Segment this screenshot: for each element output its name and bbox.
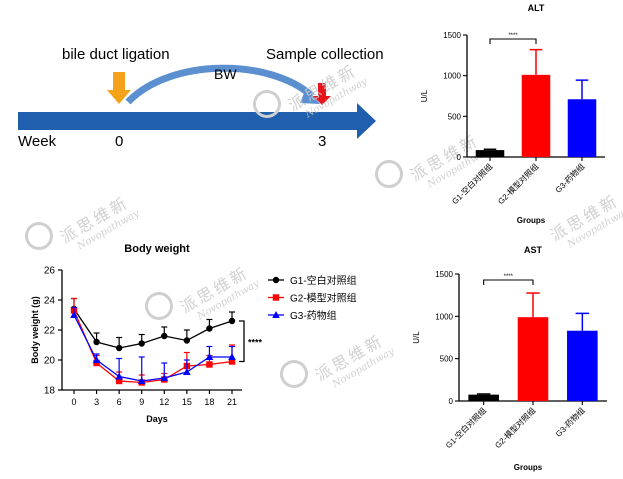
ligation-marker-icon bbox=[107, 72, 131, 104]
data-point bbox=[138, 340, 145, 347]
y-tick-label: 1000 bbox=[435, 312, 453, 321]
bar bbox=[475, 150, 505, 157]
legend-label: G1-空白对照组 bbox=[290, 274, 357, 287]
x-tick-label: 6 bbox=[117, 397, 122, 407]
data-point bbox=[115, 344, 123, 352]
x-tick-label: G1-空白对照组 bbox=[443, 405, 488, 450]
x-axis-label: Groups bbox=[517, 216, 546, 225]
data-point bbox=[228, 317, 236, 325]
x-tick-label: 18 bbox=[204, 397, 214, 407]
label-bile-duct-ligation: bile duct ligation bbox=[62, 46, 170, 63]
label-bw: BW bbox=[214, 66, 237, 82]
data-point bbox=[272, 311, 280, 318]
bar bbox=[567, 330, 598, 401]
x-tick-label: G3-药物组 bbox=[553, 405, 586, 438]
y-tick-label: 22 bbox=[44, 326, 56, 337]
data-point bbox=[183, 368, 191, 375]
y-axis-label: Body weight (g) bbox=[30, 296, 40, 364]
label-week: Week bbox=[18, 133, 57, 150]
x-tick-label: G2-模型对照组 bbox=[496, 161, 541, 206]
data-point bbox=[70, 311, 78, 318]
chart-title: ALT bbox=[528, 3, 545, 13]
y-tick-label: 500 bbox=[440, 355, 454, 364]
data-point bbox=[272, 276, 280, 284]
significance-bracket bbox=[489, 38, 537, 44]
legend-label: G2-模型对照组 bbox=[290, 292, 357, 305]
series-line bbox=[73, 310, 233, 384]
data-point bbox=[206, 325, 213, 332]
bar bbox=[567, 99, 597, 157]
data-point bbox=[115, 377, 123, 385]
ast-chart: AST 0 500 1000 1500 U/L G1-空白对照组 G2-模型对照组 G3-药物组… bbox=[412, 245, 607, 472]
data-point bbox=[115, 372, 123, 380]
y-tick-label: 500 bbox=[448, 112, 462, 121]
timeline-arrow bbox=[18, 103, 376, 139]
x-tick-label: 0 bbox=[71, 397, 76, 407]
label-week-3: 3 bbox=[318, 133, 327, 150]
significance-label: **** bbox=[504, 274, 514, 280]
label-week-0: 0 bbox=[115, 133, 124, 150]
data-point bbox=[206, 361, 213, 368]
x-tick-label: 3 bbox=[94, 397, 99, 407]
y-tick-label: 24 bbox=[44, 296, 56, 307]
x-tick-label: G2-模型对照组 bbox=[493, 405, 538, 450]
y-tick-label: 0 bbox=[449, 397, 454, 406]
significance-label: **** bbox=[248, 337, 263, 347]
chart-title: AST bbox=[524, 245, 543, 255]
legend-label: G3-药物组 bbox=[290, 309, 337, 322]
x-tick-label: 12 bbox=[159, 397, 169, 407]
data-point bbox=[92, 356, 101, 363]
data-point bbox=[93, 338, 100, 346]
data-point bbox=[161, 332, 168, 340]
x-axis-label: Days bbox=[146, 414, 168, 424]
data-point bbox=[228, 358, 236, 365]
body-weight-chart: Body weight 18 20 22 24 26 0 3 6 9 12 15 18 21 Days Bod… bbox=[30, 243, 357, 424]
bw-curve-arrowhead bbox=[300, 88, 320, 104]
y-tick-label: 18 bbox=[44, 386, 56, 397]
y-tick-label: 20 bbox=[44, 356, 56, 367]
timeline-graphic bbox=[18, 64, 376, 139]
data-point bbox=[228, 353, 236, 360]
bw-curve-arrow bbox=[125, 64, 315, 105]
data-point bbox=[205, 353, 214, 360]
series-line bbox=[73, 314, 232, 382]
y-tick-label: 26 bbox=[44, 266, 56, 277]
significance-label: **** bbox=[508, 33, 518, 39]
bar bbox=[521, 74, 551, 157]
y-axis-label: U/L bbox=[412, 331, 421, 344]
x-tick-label: 21 bbox=[227, 397, 237, 407]
collection-marker-icon bbox=[313, 83, 331, 105]
significance-bracket bbox=[239, 320, 245, 363]
y-tick-label: 0 bbox=[457, 153, 462, 162]
x-tick-label: 15 bbox=[182, 397, 192, 407]
significance-bracket bbox=[483, 279, 534, 285]
data-point bbox=[160, 374, 169, 381]
data-point bbox=[272, 294, 280, 301]
series-line bbox=[73, 308, 233, 349]
x-tick-label: G3-药物组 bbox=[553, 161, 586, 194]
chart-title: Body weight bbox=[124, 243, 190, 255]
x-tick-label: G1-空白对照组 bbox=[450, 161, 495, 206]
y-tick-label: 1000 bbox=[443, 72, 461, 81]
x-axis-label: Groups bbox=[514, 463, 543, 472]
y-tick-label: 1500 bbox=[443, 31, 461, 40]
x-tick-label: 9 bbox=[139, 397, 144, 407]
data-point bbox=[183, 337, 191, 344]
bar bbox=[517, 317, 549, 401]
bar bbox=[468, 394, 499, 401]
y-tick-label: 1500 bbox=[435, 270, 453, 279]
label-sample-collection: Sample collection bbox=[266, 46, 384, 63]
data-point bbox=[137, 377, 146, 384]
y-axis-label: U/L bbox=[420, 89, 429, 102]
alt-chart: ALT 0 500 1000 1500 U/L G1-空白对照组 G2-模型对照组 G3-药物组… bbox=[420, 3, 605, 225]
